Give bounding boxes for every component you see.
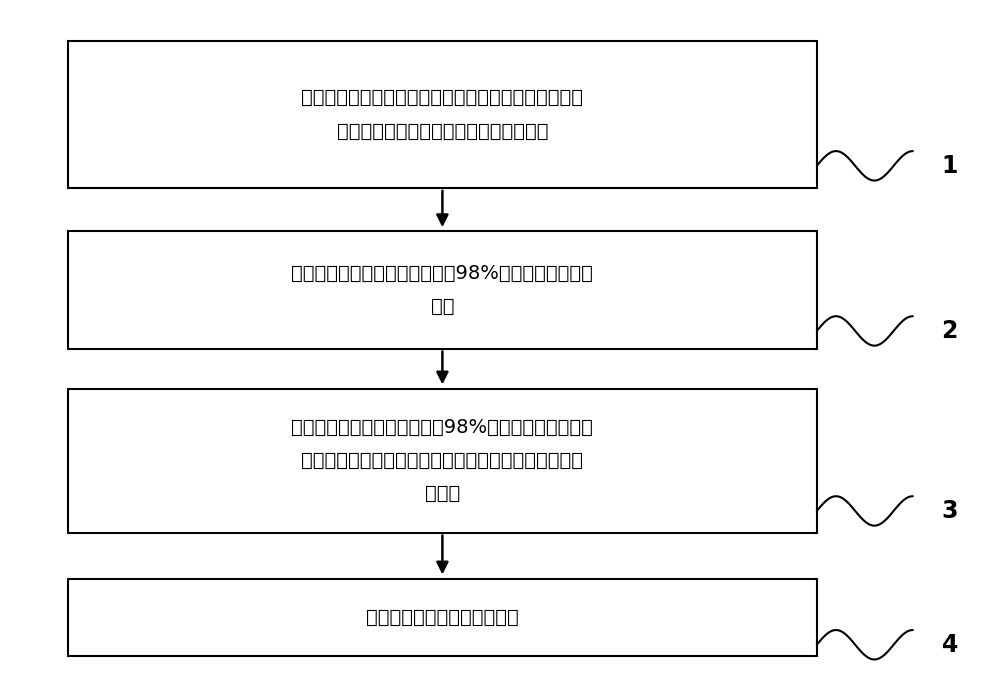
Text: 计算各分层注水层段含水率达到98%时所需总的累积注: 计算各分层注水层段含水率达到98%时所需总的累积注 [291, 264, 593, 283]
Text: 用各分层注水层段含水率达到98%时所需总的累积注水: 用各分层注水层段含水率达到98%时所需总的累积注水 [291, 418, 593, 437]
Text: 合以及划分层段个数、注水生产历史资料: 合以及划分层段个数、注水生产历史资料 [337, 121, 548, 140]
Text: 确定各分层注水层段的配注量: 确定各分层注水层段的配注量 [366, 608, 519, 627]
Text: 1: 1 [942, 154, 958, 178]
Text: 量减去累积已注水量，计算得到各分层注水层段累积欠: 量减去累积已注水量，计算得到各分层注水层段累积欠 [301, 451, 583, 470]
FancyBboxPatch shape [68, 579, 817, 657]
FancyBboxPatch shape [68, 40, 817, 188]
FancyBboxPatch shape [68, 389, 817, 533]
Text: 水量: 水量 [431, 297, 454, 316]
Text: 3: 3 [942, 499, 958, 523]
Text: 搜集与统计油藏的流体物性资料、分层注水层段划分组: 搜集与统计油藏的流体物性资料、分层注水层段划分组 [301, 89, 583, 107]
FancyBboxPatch shape [68, 231, 817, 348]
Text: 2: 2 [942, 319, 958, 343]
Text: 4: 4 [942, 633, 958, 657]
Text: 注水量: 注水量 [425, 484, 460, 503]
